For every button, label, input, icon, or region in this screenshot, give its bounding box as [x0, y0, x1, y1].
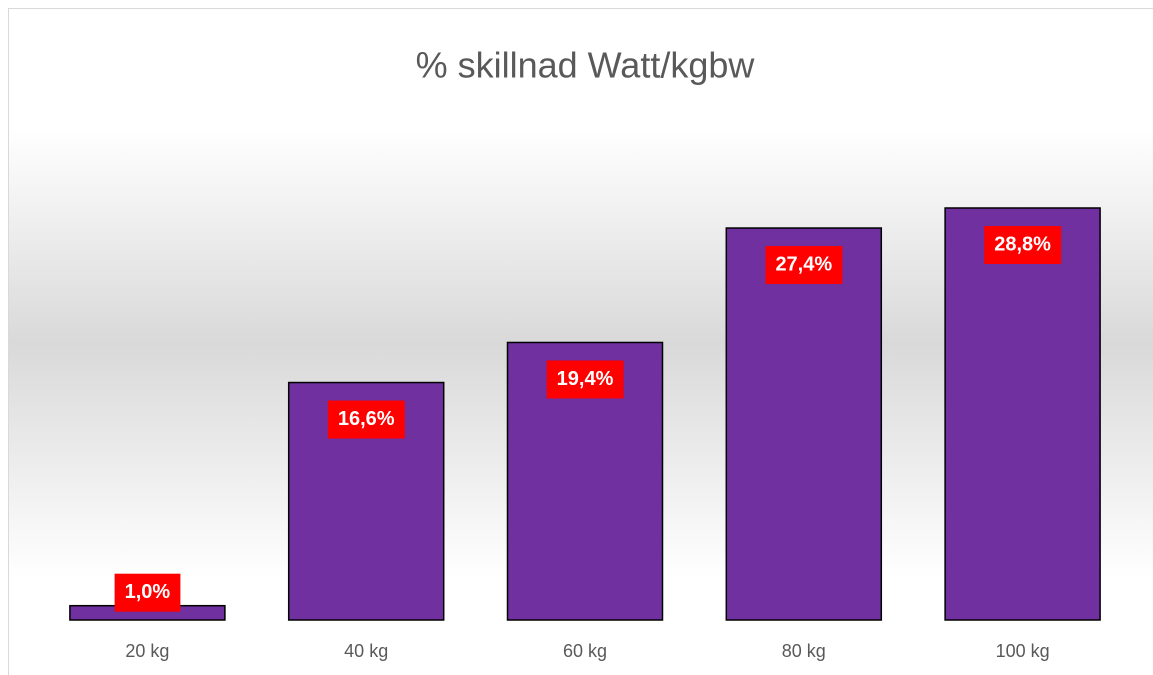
data-label: 1,0% [125, 581, 171, 603]
x-tick-label: 60 kg [563, 641, 607, 661]
data-label-box [546, 360, 624, 399]
bar [725, 227, 883, 621]
data-label-box [984, 226, 1062, 264]
data-label: 28,8% [994, 233, 1051, 255]
x-tick-label: 80 kg [782, 641, 826, 661]
bar [944, 207, 1101, 621]
x-tick-label: 40 kg [344, 641, 388, 661]
x-tick-label: 20 kg [125, 641, 169, 661]
data-label: 27,4% [775, 253, 832, 275]
data-label: 16,6% [338, 408, 395, 430]
data-label-box [765, 246, 843, 285]
chart-title: % skillnad Watt/kgbw [416, 45, 756, 86]
data-label-box [327, 400, 405, 439]
x-tick-label: 100 kg [996, 641, 1050, 661]
data-label: 19,4% [557, 368, 614, 390]
data-label-box [114, 573, 181, 612]
